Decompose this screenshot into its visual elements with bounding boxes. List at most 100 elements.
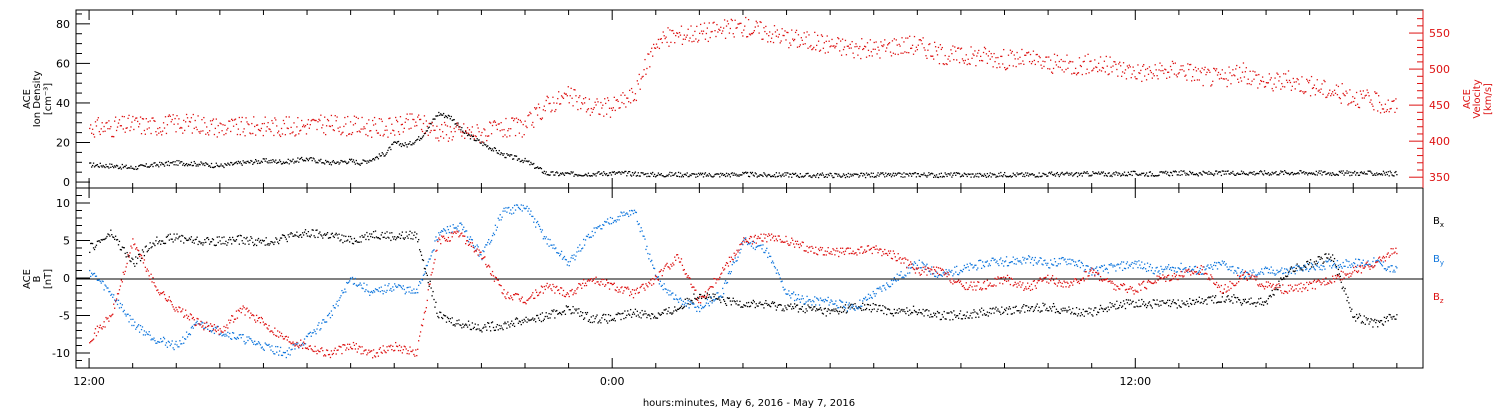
data-point [808,34,810,36]
data-point [1007,176,1010,178]
data-point [1057,66,1059,68]
data-point [214,326,217,329]
data-point [465,230,467,232]
data-point [833,308,835,310]
data-point [149,334,151,336]
data-point [1300,90,1302,92]
data-point [403,145,405,147]
data-point [166,346,169,348]
data-point [1389,314,1391,316]
data-point [118,167,121,169]
data-point [537,167,540,170]
data-point [858,47,860,50]
data-point [453,227,455,229]
data-point [620,94,622,96]
data-point [288,347,290,349]
data-point [1321,83,1323,85]
data-point [1252,173,1254,176]
data-point [1191,76,1194,78]
data-point [481,131,483,134]
data-point [730,172,732,175]
data-point [688,175,690,178]
data-point [1159,300,1161,303]
data-point [1349,89,1351,91]
data-point [605,221,608,223]
data-point [890,176,893,178]
data-point [235,123,238,126]
data-point [885,307,887,309]
data-point [146,128,148,130]
data-point [582,103,584,105]
data-point [894,172,896,175]
data-point [218,236,220,238]
data-point [164,116,167,118]
data-point [575,309,577,312]
data-point [881,172,883,175]
data-point [721,296,723,298]
data-point [844,39,847,42]
data-point [1061,171,1063,174]
data-point [1074,172,1077,174]
data-point [565,259,568,261]
data-point [588,319,591,321]
data-point [879,57,881,59]
data-point [1215,302,1218,304]
data-point [1158,174,1160,176]
data-point [742,306,744,308]
data-point [277,346,279,348]
data-point [1358,106,1361,109]
data-point [261,161,264,163]
data-point [996,67,998,69]
data-point [696,25,698,28]
data-point [1209,71,1211,73]
data-point [1024,311,1026,313]
data-point [1025,172,1027,174]
data-point [1120,306,1123,308]
data-point [299,158,301,160]
data-point [983,313,986,315]
data-point [1288,174,1291,176]
data-point [633,98,636,101]
data-point [707,40,709,43]
data-point [1178,171,1180,173]
data-point [579,315,581,317]
data-point [207,134,210,136]
data-point [190,236,193,238]
data-point [599,224,601,227]
data-point [968,317,970,319]
data-point [767,174,769,176]
data-point [118,119,121,121]
data-point [1333,257,1336,260]
data-point [441,316,443,319]
data-point [618,219,620,221]
data-point [678,298,681,300]
data-point [185,113,188,116]
data-point [331,232,334,234]
data-point [1123,171,1126,173]
data-point [560,250,563,253]
data-point [1039,56,1041,59]
data-point [1193,173,1196,176]
data-point [531,163,533,165]
data-point [757,175,759,177]
data-point [728,32,731,34]
data-point [178,236,180,238]
data-point [570,313,572,315]
data-point [1125,78,1128,80]
data-point [222,334,224,336]
data-point [1288,79,1291,82]
data-point [1391,174,1393,176]
data-point [336,116,338,118]
data-point [507,154,509,156]
data-point [1130,170,1132,173]
data-point [769,40,772,43]
data-point [936,176,939,178]
data-point [1116,172,1118,174]
data-point [597,171,599,173]
data-point [501,216,503,218]
data-point [102,130,104,133]
data-point [682,176,685,178]
data-point [645,248,647,251]
data-point [297,235,299,237]
data-point [682,307,685,309]
